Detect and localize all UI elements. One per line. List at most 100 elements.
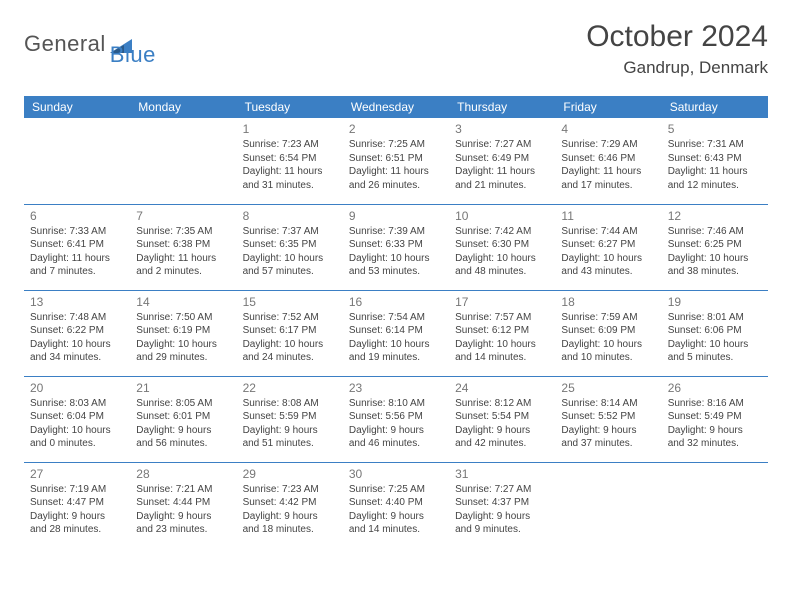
day-number: 28 — [136, 466, 230, 482]
day-info-line: and 37 minutes. — [561, 437, 655, 451]
day-info-line: Sunrise: 7:31 AM — [668, 138, 762, 152]
day-cell: 5Sunrise: 7:31 AMSunset: 6:43 PMDaylight… — [662, 118, 768, 204]
day-info-line: Sunrise: 7:44 AM — [561, 225, 655, 239]
day-cell: 11Sunrise: 7:44 AMSunset: 6:27 PMDayligh… — [555, 204, 661, 290]
day-info-line: Daylight: 10 hours — [349, 338, 443, 352]
day-number: 16 — [349, 294, 443, 310]
day-cell: 6Sunrise: 7:33 AMSunset: 6:41 PMDaylight… — [24, 204, 130, 290]
day-number: 3 — [455, 121, 549, 137]
day-number: 12 — [668, 208, 762, 224]
day-info-line: and 0 minutes. — [30, 437, 124, 451]
day-cell: 31Sunrise: 7:27 AMSunset: 4:37 PMDayligh… — [449, 462, 555, 548]
day-info-line: and 34 minutes. — [30, 351, 124, 365]
day-info-line: Sunset: 5:54 PM — [455, 410, 549, 424]
day-number: 7 — [136, 208, 230, 224]
day-info-line: Sunset: 4:40 PM — [349, 496, 443, 510]
day-cell: 1Sunrise: 7:23 AMSunset: 6:54 PMDaylight… — [237, 118, 343, 204]
day-info-line: and 23 minutes. — [136, 523, 230, 537]
day-cell: 22Sunrise: 8:08 AMSunset: 5:59 PMDayligh… — [237, 376, 343, 462]
day-info-line: Sunrise: 8:05 AM — [136, 397, 230, 411]
day-info-line: Daylight: 10 hours — [243, 252, 337, 266]
location-label: Gandrup, Denmark — [586, 58, 768, 78]
day-info-line: Sunrise: 7:37 AM — [243, 225, 337, 239]
day-number: 4 — [561, 121, 655, 137]
day-number: 29 — [243, 466, 337, 482]
day-cell: 19Sunrise: 8:01 AMSunset: 6:06 PMDayligh… — [662, 290, 768, 376]
day-info-line: Sunset: 6:01 PM — [136, 410, 230, 424]
day-info-line: Sunset: 6:17 PM — [243, 324, 337, 338]
logo: General Blue — [24, 20, 156, 68]
day-header: Saturday — [662, 96, 768, 118]
day-info-line: Sunset: 6:12 PM — [455, 324, 549, 338]
day-header: Tuesday — [237, 96, 343, 118]
day-info-line: and 38 minutes. — [668, 265, 762, 279]
day-info-line: Sunset: 6:33 PM — [349, 238, 443, 252]
day-info-line: Sunrise: 7:21 AM — [136, 483, 230, 497]
day-info-line: Sunrise: 7:42 AM — [455, 225, 549, 239]
day-number: 30 — [349, 466, 443, 482]
day-info-line: Sunrise: 7:57 AM — [455, 311, 549, 325]
day-info-line: Sunset: 6:04 PM — [30, 410, 124, 424]
day-header: Friday — [555, 96, 661, 118]
week-row: 27Sunrise: 7:19 AMSunset: 4:47 PMDayligh… — [24, 462, 768, 548]
day-cell: 2Sunrise: 7:25 AMSunset: 6:51 PMDaylight… — [343, 118, 449, 204]
day-cell: 10Sunrise: 7:42 AMSunset: 6:30 PMDayligh… — [449, 204, 555, 290]
header: General Blue October 2024 Gandrup, Denma… — [24, 20, 768, 78]
day-cell: 15Sunrise: 7:52 AMSunset: 6:17 PMDayligh… — [237, 290, 343, 376]
day-info-line: Sunrise: 8:01 AM — [668, 311, 762, 325]
day-info-line: Daylight: 9 hours — [349, 424, 443, 438]
day-info-line: Sunset: 6:14 PM — [349, 324, 443, 338]
day-number: 31 — [455, 466, 549, 482]
day-info-line: Sunset: 4:37 PM — [455, 496, 549, 510]
day-cell: 12Sunrise: 7:46 AMSunset: 6:25 PMDayligh… — [662, 204, 768, 290]
day-info-line: and 7 minutes. — [30, 265, 124, 279]
day-number: 11 — [561, 208, 655, 224]
day-number: 23 — [349, 380, 443, 396]
month-title: October 2024 — [586, 20, 768, 54]
day-header: Wednesday — [343, 96, 449, 118]
day-info-line: Sunset: 5:56 PM — [349, 410, 443, 424]
day-info-line: and 46 minutes. — [349, 437, 443, 451]
day-info-line: Sunset: 6:35 PM — [243, 238, 337, 252]
day-info-line: and 32 minutes. — [668, 437, 762, 451]
day-number: 8 — [243, 208, 337, 224]
day-info-line: Sunset: 6:38 PM — [136, 238, 230, 252]
day-info-line: Sunrise: 7:25 AM — [349, 483, 443, 497]
day-info-line: and 12 minutes. — [668, 179, 762, 193]
day-number: 13 — [30, 294, 124, 310]
day-info-line: Sunrise: 8:16 AM — [668, 397, 762, 411]
day-cell — [130, 118, 236, 204]
day-cell: 7Sunrise: 7:35 AMSunset: 6:38 PMDaylight… — [130, 204, 236, 290]
day-cell: 25Sunrise: 8:14 AMSunset: 5:52 PMDayligh… — [555, 376, 661, 462]
day-info-line: Daylight: 9 hours — [455, 510, 549, 524]
day-cell: 8Sunrise: 7:37 AMSunset: 6:35 PMDaylight… — [237, 204, 343, 290]
day-info-line: Daylight: 11 hours — [455, 165, 549, 179]
week-row: 6Sunrise: 7:33 AMSunset: 6:41 PMDaylight… — [24, 204, 768, 290]
day-info-line: Sunrise: 7:35 AM — [136, 225, 230, 239]
day-info-line: and 17 minutes. — [561, 179, 655, 193]
day-info-line: Sunset: 6:27 PM — [561, 238, 655, 252]
day-info-line: Sunrise: 8:12 AM — [455, 397, 549, 411]
day-info-line: Sunrise: 7:23 AM — [243, 483, 337, 497]
day-info-line: and 42 minutes. — [455, 437, 549, 451]
day-number: 26 — [668, 380, 762, 396]
day-info-line: and 28 minutes. — [30, 523, 124, 537]
day-number: 18 — [561, 294, 655, 310]
day-info-line: Sunrise: 7:50 AM — [136, 311, 230, 325]
day-cell — [662, 462, 768, 548]
day-info-line: and 57 minutes. — [243, 265, 337, 279]
day-info-line: Sunset: 6:06 PM — [668, 324, 762, 338]
day-info-line: Daylight: 10 hours — [455, 338, 549, 352]
day-info-line: Sunset: 6:22 PM — [30, 324, 124, 338]
day-number: 24 — [455, 380, 549, 396]
day-header: Sunday — [24, 96, 130, 118]
day-cell: 18Sunrise: 7:59 AMSunset: 6:09 PMDayligh… — [555, 290, 661, 376]
day-info-line: Sunset: 4:44 PM — [136, 496, 230, 510]
day-info-line: and 14 minutes. — [349, 523, 443, 537]
day-info-line: Sunset: 6:51 PM — [349, 152, 443, 166]
day-info-line: Sunrise: 7:27 AM — [455, 483, 549, 497]
day-info-line: and 51 minutes. — [243, 437, 337, 451]
day-info-line: and 26 minutes. — [349, 179, 443, 193]
day-info-line: Sunrise: 7:33 AM — [30, 225, 124, 239]
day-cell: 14Sunrise: 7:50 AMSunset: 6:19 PMDayligh… — [130, 290, 236, 376]
